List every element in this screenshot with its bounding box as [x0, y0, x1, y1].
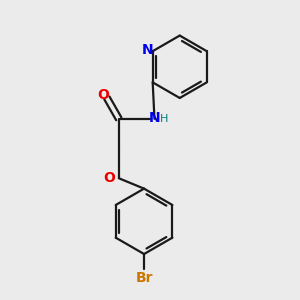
Text: N: N — [149, 111, 161, 125]
Text: Br: Br — [135, 272, 153, 285]
Text: O: O — [103, 171, 115, 185]
Text: H: H — [160, 114, 168, 124]
Text: O: O — [98, 88, 109, 102]
Text: N: N — [142, 43, 153, 57]
